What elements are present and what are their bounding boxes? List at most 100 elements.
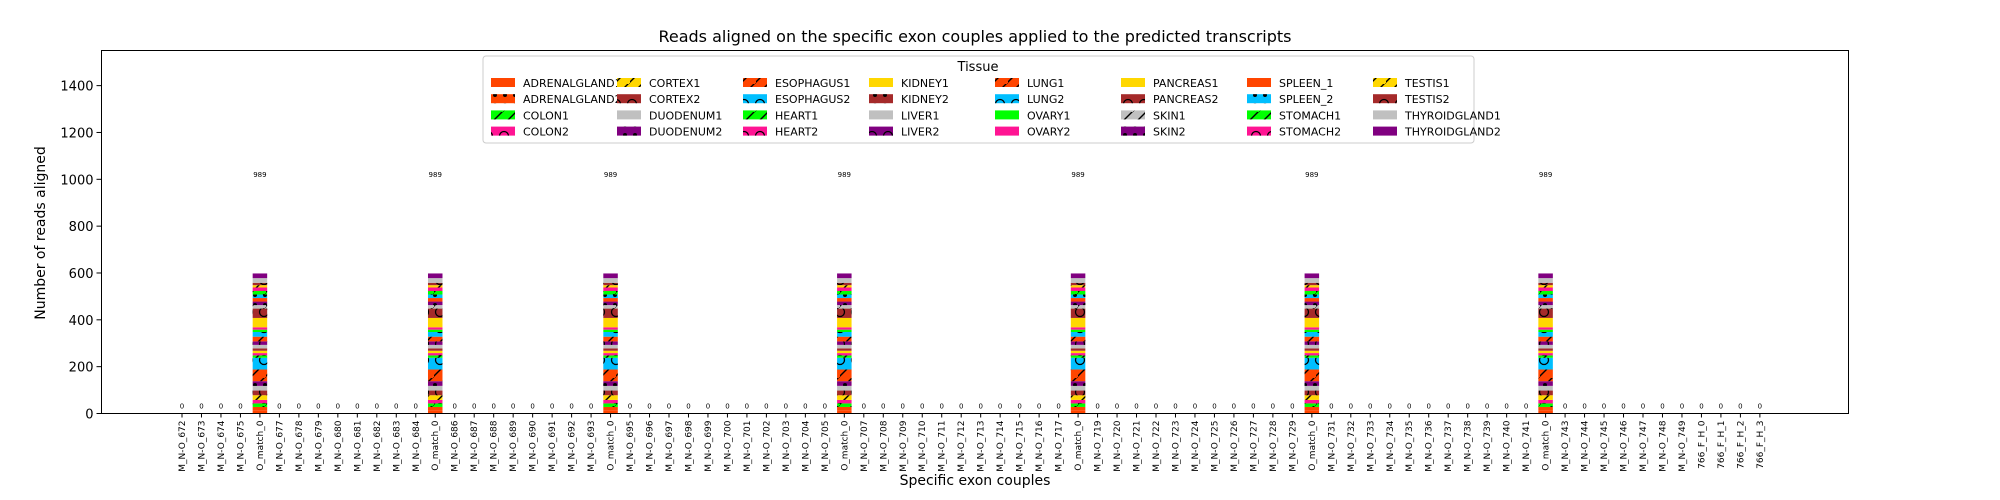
- bar-segment-spleen-1: [837, 298, 852, 302]
- bar-segment-thyroidgland1: [1070, 278, 1086, 283]
- bar-segment-ovary2: [1538, 327, 1553, 330]
- legend-swatch-hatch: [617, 126, 641, 136]
- bar-segment-hatch: [1538, 390, 1553, 396]
- bar-segment-hatch: [1304, 353, 1320, 356]
- x-tick-label: M_N-O_673: [197, 421, 207, 472]
- legend-swatch-hatch: [1121, 110, 1145, 120]
- legend-label-cortex2: CORTEX2: [649, 93, 700, 106]
- x-axis-label: Specific exon couples: [900, 473, 1051, 489]
- legend-label-esophagus2: ESOPHAGUS2: [775, 93, 850, 106]
- bar-segment-thyroidgland1: [427, 278, 443, 283]
- bar-segment-hatch: [1538, 341, 1553, 345]
- bar-segment-spleen-1: [427, 298, 443, 302]
- legend-frame: [482, 55, 1475, 144]
- bar-segment-pancreas1: [1070, 317, 1086, 328]
- x-tick-label: M_N-O_698: [684, 420, 694, 472]
- bar-segment-hatch: [1538, 282, 1553, 286]
- legend-label-colon1: COLON1: [523, 109, 569, 122]
- bar-segment-duodenum1: [1538, 385, 1553, 391]
- bar-total-label: 0: [667, 403, 671, 411]
- bar-segment-hatch: [1070, 341, 1086, 345]
- bar-segment-liver1: [1304, 344, 1320, 349]
- legend-swatch-duodenum1: [617, 110, 641, 120]
- bar-total-label: 0: [1582, 403, 1586, 411]
- bar-segment-hatch: [603, 399, 618, 404]
- bar-segment-hatch: [837, 305, 852, 309]
- x-tick-label: M_N-O_726: [1230, 420, 1240, 472]
- bar-segment-ovary1: [603, 329, 618, 333]
- bar-segment-hatch: [1304, 399, 1320, 404]
- bar-segment-duodenum1: [1070, 385, 1086, 391]
- bar-segment-ovary1: [427, 329, 443, 333]
- bar-segment-hatch: [252, 406, 268, 411]
- bar-segment-thyroidgland2: [837, 273, 852, 279]
- x-tick-label: M_N-O_696: [646, 420, 656, 472]
- bar-segment-hatch: [252, 305, 268, 309]
- bar-segment-hatch: [1304, 287, 1320, 292]
- x-tick-label: M_N-O_686: [451, 420, 461, 472]
- bar-segment-hatch: [252, 287, 268, 292]
- bar-total-label: 0: [823, 403, 827, 411]
- x-tick-label: M_N-O_738: [1464, 420, 1474, 472]
- bar-segment-pancreas1: [427, 317, 443, 328]
- bar-segment-hatch: [252, 348, 268, 351]
- bar-segment-hatch: [1070, 301, 1086, 306]
- bar-total-label: 0: [862, 403, 866, 411]
- bar-segment-hatch: [252, 369, 268, 382]
- x-tick-label: M_N-O_680: [334, 420, 344, 472]
- x-tick-label: M_N-O_707: [860, 421, 870, 472]
- bar-segment-hatch: [837, 406, 852, 411]
- bar-total-label: 0: [1699, 403, 1703, 411]
- bar-segment-hatch: [837, 390, 852, 396]
- bar-segment-hatch: [837, 353, 852, 356]
- x-tick-label: O_match_0: [840, 420, 850, 471]
- bar-segment-hatch: [1070, 399, 1086, 404]
- bar-segment-hatch: [837, 287, 852, 292]
- y-tick-label: 0: [85, 408, 93, 423]
- bar-segment-hatch: [603, 357, 618, 370]
- legend-label-testis2: TESTIS2: [1404, 93, 1450, 106]
- legend-swatch-hatch: [491, 110, 515, 120]
- bar-segment-hatch: [427, 294, 443, 299]
- legend-label-thyroidgland1: THYROIDGLAND1: [1404, 109, 1501, 122]
- legend-swatch-hatch: [491, 94, 515, 104]
- bar-segment-adrenalgland1: [252, 410, 268, 414]
- x-tick-label: M_N-O_688: [490, 420, 500, 472]
- bar-segment-hatch: [603, 285, 618, 288]
- bar-segment-hatch: [837, 336, 852, 342]
- bar-segment-hatch: [837, 291, 852, 295]
- bar-total-label: 0: [1232, 403, 1236, 411]
- bar-segment-hatch: [1304, 395, 1320, 400]
- bar-segment-hatch: [427, 305, 443, 309]
- x-tick-label: M_N-O_732: [1347, 421, 1357, 472]
- legend-label-esophagus1: ESOPHAGUS1: [775, 77, 850, 90]
- bar-total-label: 0: [1465, 403, 1469, 411]
- bar-segment-hatch: [1070, 395, 1086, 400]
- bar-segment-kidney1: [1070, 350, 1086, 354]
- bar-total-label: 0: [784, 403, 788, 411]
- y-tick-label: 1200: [60, 126, 93, 141]
- y-axis: 0 200 400 600 800 1000 1200 1400: [60, 80, 102, 423]
- legend-swatch-hatch: [995, 78, 1019, 87]
- bar-segment-hatch: [427, 355, 443, 358]
- bar-segment-hatch: [1538, 291, 1553, 295]
- bar-segment-hatch: [603, 395, 618, 400]
- bar-total-label: 0: [1271, 403, 1275, 411]
- bar-segment-thyroidgland1: [1304, 278, 1320, 283]
- x-tick-label: M_N-O_710: [918, 420, 928, 472]
- bar-total-label: 989: [429, 171, 442, 179]
- x-tick-label: M_N-O_714: [996, 420, 1006, 472]
- legend-swatch-hatch: [743, 78, 767, 87]
- bar-segment-hatch: [252, 381, 268, 386]
- bar-total-label: 0: [1407, 403, 1411, 411]
- legend-label-spleen-1: SPLEEN_1: [1279, 77, 1333, 90]
- x-tick-label: M_N-O_703: [782, 421, 792, 472]
- bar-segment-spleen-1: [603, 298, 618, 302]
- bar-segment-hatch: [1304, 355, 1320, 358]
- bar-segment-hatch: [1070, 403, 1086, 407]
- legend-label-stomach2: STOMACH2: [1279, 126, 1341, 139]
- x-tick-label: M_N-O_675: [236, 421, 246, 472]
- bar-total-label: 0: [1017, 403, 1021, 411]
- bar-total-label: 0: [414, 403, 418, 411]
- legend-label-heart2: HEART2: [775, 126, 818, 139]
